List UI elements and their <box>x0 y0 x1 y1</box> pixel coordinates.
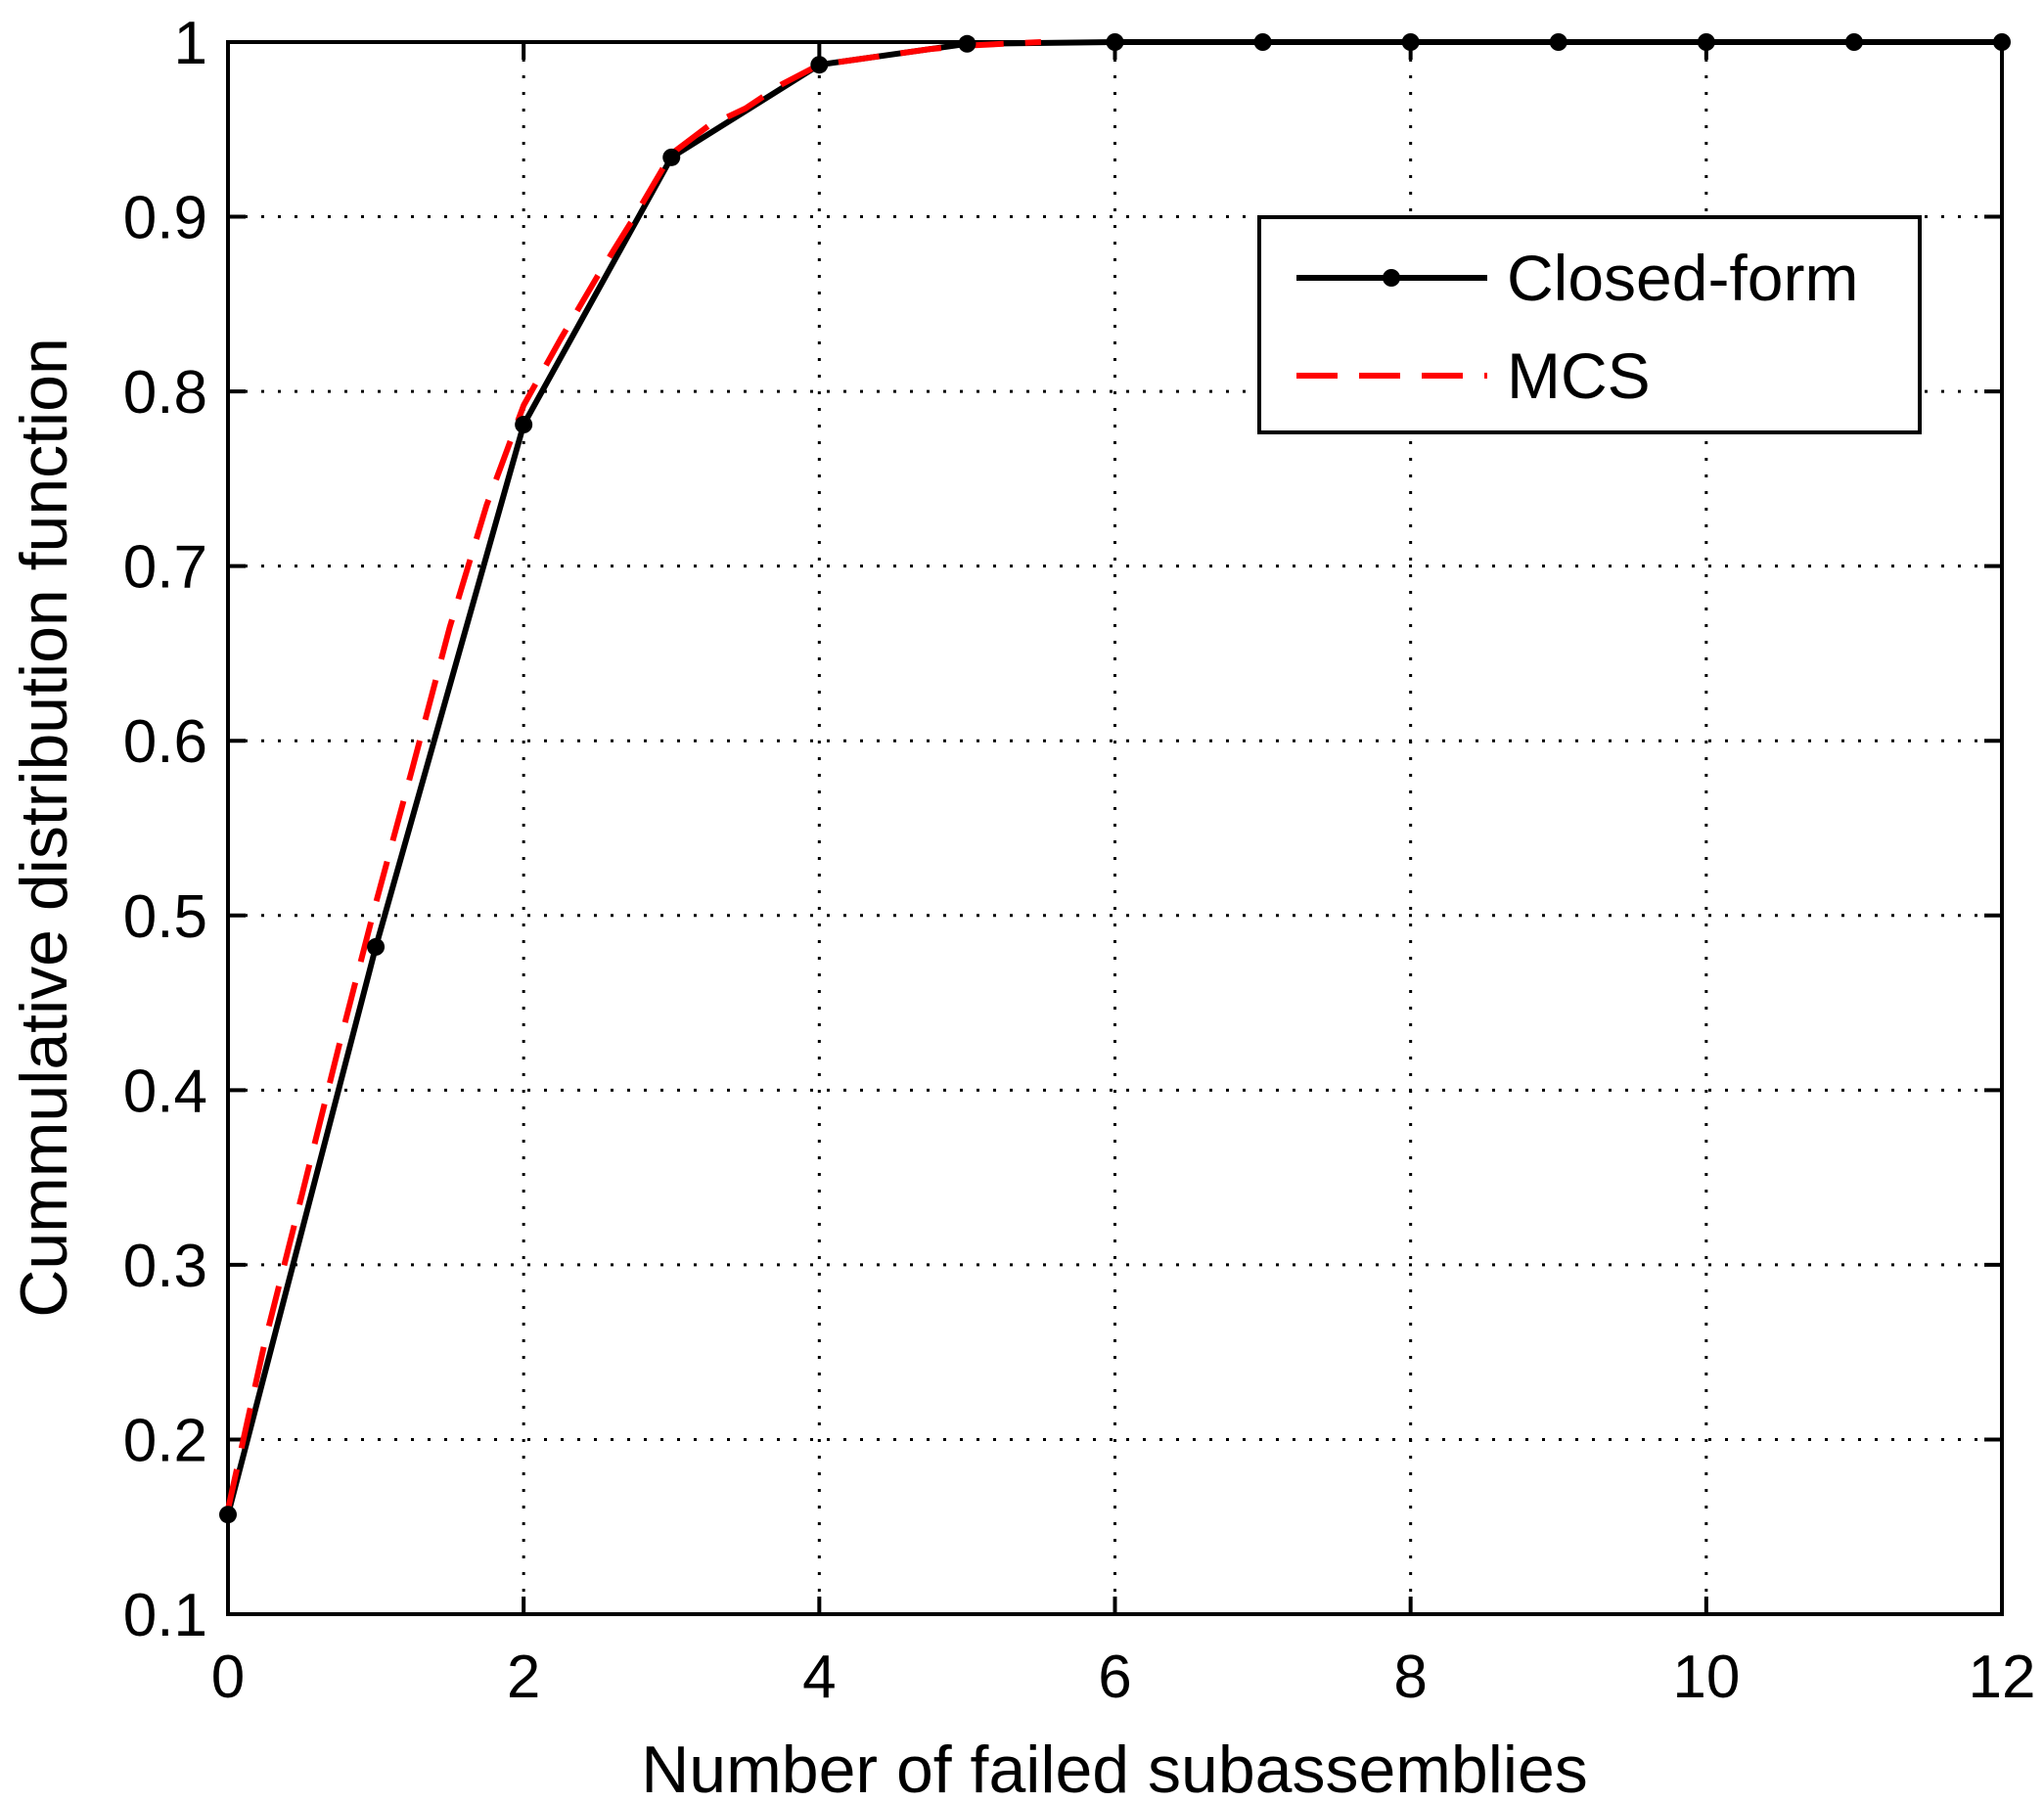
data-point-closed-form <box>367 937 386 956</box>
legend-closed-form-label: Closed-form <box>1507 242 1858 314</box>
data-point-closed-form <box>1697 33 1715 51</box>
y-tick-label: 0.9 <box>123 185 207 252</box>
y-axis-title: Cummulative distribution function <box>7 338 81 1318</box>
y-tick-label: 0.8 <box>123 359 207 427</box>
y-tick-label: 0.6 <box>123 708 207 776</box>
data-point-closed-form <box>810 56 829 74</box>
y-tick-label: 0.1 <box>123 1582 207 1649</box>
y-tick-label: 0.4 <box>123 1058 207 1125</box>
data-point-closed-form <box>219 1506 237 1524</box>
y-tick-label: 0.2 <box>123 1407 207 1474</box>
data-series <box>219 33 2011 1524</box>
x-tick-label: 0 <box>211 1644 245 1711</box>
data-point-closed-form <box>1106 33 1124 51</box>
x-tick-label: 8 <box>1393 1644 1427 1711</box>
data-point-closed-form <box>1401 33 1420 51</box>
legend-closed-form-marker <box>1383 269 1400 287</box>
x-tick-label: 6 <box>1098 1644 1131 1711</box>
y-tick-label: 0.5 <box>123 883 207 951</box>
x-axis-title: Number of failed subassemblies <box>641 1733 1588 1802</box>
data-point-closed-form <box>1993 33 2011 51</box>
legend-mcs-label: MCS <box>1507 339 1651 412</box>
y-tick-label: 0.7 <box>123 534 207 602</box>
x-tick-label: 4 <box>802 1644 836 1711</box>
x-tick-label: 10 <box>1672 1644 1740 1711</box>
y-tick-label: 1 <box>174 10 207 77</box>
legend-box <box>1257 215 1922 434</box>
axis-ticks: 0 2 4 6 8 10 12 0.1 0.2 0.3 0.4 0.5 0.6 0.7 0.8 0.9 1 <box>123 10 2036 1711</box>
y-tick-label: 0.3 <box>123 1233 207 1300</box>
legend: Closed-form MCS <box>1257 215 1922 434</box>
data-point-closed-form <box>1844 33 1863 51</box>
data-point-closed-form <box>515 416 533 434</box>
x-tick-label: 12 <box>1969 1644 2036 1711</box>
data-point-closed-form <box>958 34 977 53</box>
data-point-closed-form <box>1253 33 1272 51</box>
series-line-mcs <box>225 39 1042 1510</box>
data-point-closed-form <box>662 148 681 166</box>
data-point-closed-form <box>1549 33 1567 51</box>
x-tick-label: 2 <box>507 1644 540 1711</box>
